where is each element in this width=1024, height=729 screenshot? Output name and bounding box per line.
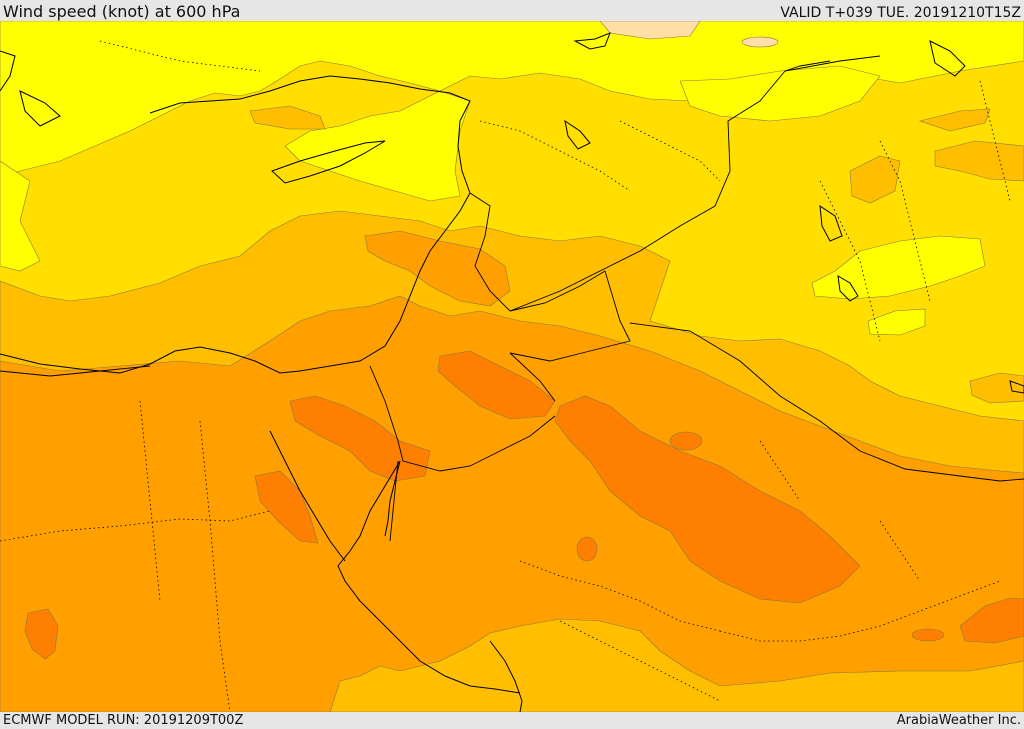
contour-stronger [254,470,319,544]
valid-time: VALID T+039 TUE. 20191210T15Z [780,5,1021,21]
contour-lightest [811,235,986,300]
contour-medium [969,372,1024,404]
contour-calm [599,21,701,40]
contour-stronger [437,350,556,420]
admin-boundaries [0,40,1011,712]
footer-bar: ECMWF MODEL RUN: 20191209T00Z ArabiaWeat… [0,712,1024,729]
contour-medium [849,155,901,204]
contour-medium [249,105,326,130]
contour-stronger [576,536,598,562]
contour-calm [741,36,779,48]
contour-stronger [669,431,703,451]
wind-speed-map [0,21,1024,712]
model-run-label: ECMWF MODEL RUN: 20191209T00Z [3,713,244,728]
contour-medium [934,140,1024,182]
map-title: Wind speed (knot) at 600 hPa [3,2,241,21]
contour-lightest [679,65,881,122]
contour-strong [0,295,1024,712]
contour-stronger [289,395,431,482]
contour-lightest [867,308,926,336]
coastlines [0,32,1024,712]
contour-stronger [554,395,861,604]
country-borders [0,55,1024,542]
header-bar: Wind speed (knot) at 600 hPa VALID T+039… [0,0,1024,21]
contour-strong [364,230,511,307]
credit-label: ArabiaWeather Inc. [896,713,1021,728]
contour-lightest [0,160,41,272]
contour-medium [918,108,991,132]
contour-stronger [959,597,1024,644]
contour-stronger [911,628,945,642]
contour-stronger [24,608,59,660]
